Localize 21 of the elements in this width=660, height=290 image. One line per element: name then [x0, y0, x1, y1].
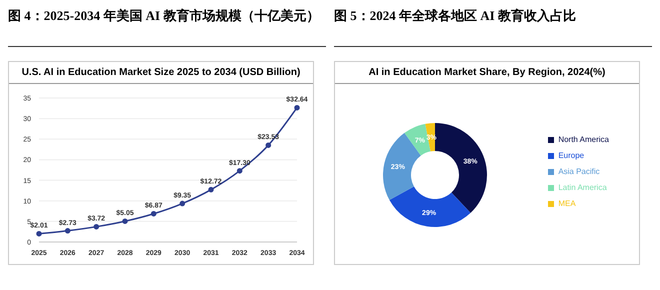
donut-slice — [435, 123, 487, 213]
donut-slice — [389, 186, 471, 227]
point — [94, 224, 100, 230]
point — [294, 104, 300, 110]
point — [208, 186, 214, 192]
point — [36, 230, 42, 236]
legend-label: Europe — [558, 151, 584, 160]
point — [180, 200, 186, 206]
legend-label: North America — [558, 135, 609, 144]
legend-label: Latin America — [558, 183, 607, 192]
point — [64, 228, 70, 234]
point — [150, 210, 156, 216]
point — [236, 168, 242, 174]
legend-label: MEA — [558, 199, 576, 208]
chart-subtitle: AI in Education Market Share, By Region, 2024(%) — [335, 62, 639, 84]
chart-title: 图 5：2024 年全球各地区 AI 教育收入占比 — [334, 8, 652, 47]
point — [122, 218, 128, 224]
chart-title: 图 4：2025-2034 年美国 AI 教育市场规模（十亿美元） — [8, 8, 326, 47]
point — [266, 142, 272, 148]
legend-label: Asia Pacific — [558, 167, 600, 176]
chart-subtitle: U.S. AI in Education Market Size 2025 to 2034 (USD Billion) — [9, 62, 313, 84]
